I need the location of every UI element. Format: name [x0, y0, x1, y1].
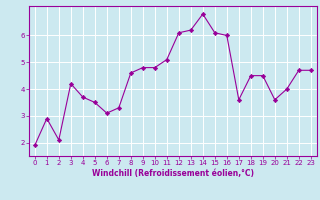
X-axis label: Windchill (Refroidissement éolien,°C): Windchill (Refroidissement éolien,°C)	[92, 169, 254, 178]
